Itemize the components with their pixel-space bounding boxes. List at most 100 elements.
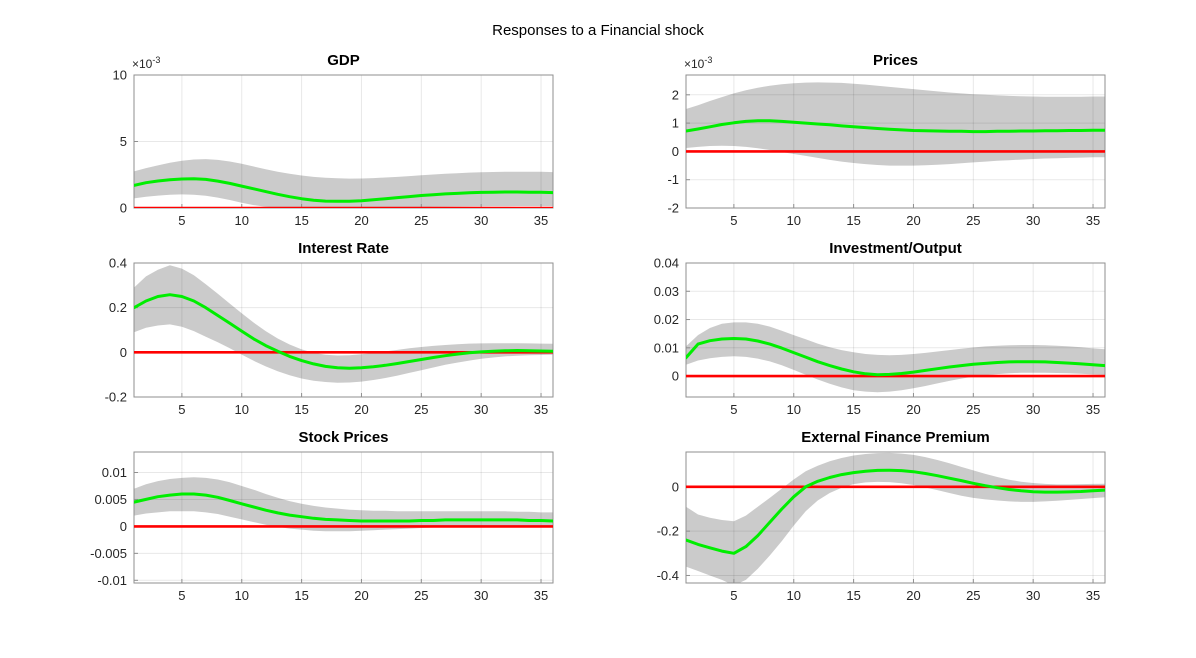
x-tick-label: 15 xyxy=(294,588,308,603)
x-tick-label: 20 xyxy=(906,588,920,603)
x-tick-label: 20 xyxy=(354,213,368,228)
x-tick-label: 35 xyxy=(534,402,548,417)
median-line xyxy=(134,177,553,203)
subplot-prices: 5 10 15 20 25 30 35 -2 -1 0 1 2 ×10-3 Prices xyxy=(667,52,1106,228)
x-tick-label: 25 xyxy=(414,213,428,228)
y-tick-label: 0.01 xyxy=(654,340,679,355)
y-tick-label: -0.01 xyxy=(97,573,127,588)
confidence-band xyxy=(686,322,1105,393)
x-tick-label: 25 xyxy=(966,402,980,417)
x-tick-label: 15 xyxy=(846,402,860,417)
x-tick-labels: 5 10 15 20 25 30 35 xyxy=(730,588,1100,603)
y-tick-label: 10 xyxy=(113,68,127,83)
gridlines xyxy=(134,452,553,583)
x-tick-label: 30 xyxy=(1026,402,1040,417)
figure-title: Responses to a Financial shock xyxy=(492,22,704,39)
y-tick-label: 0 xyxy=(120,201,127,216)
subplot-investment-output: 5 10 15 20 25 30 35 0 0.01 0.02 0.03 0.04 Investment… xyxy=(654,240,1106,417)
median-line xyxy=(134,293,553,370)
x-tick-label: 20 xyxy=(906,213,920,228)
plot-box xyxy=(133,451,554,584)
x-tick-label: 30 xyxy=(474,588,488,603)
axis-scale-label: ×10-3 xyxy=(132,55,160,71)
x-tick-label: 15 xyxy=(846,213,860,228)
gridlines xyxy=(134,75,553,208)
y-tick-label: 2 xyxy=(672,87,679,102)
y-tick-label: 0 xyxy=(672,369,679,384)
x-tick-label: 35 xyxy=(534,588,548,603)
subplot-title: Interest Rate xyxy=(298,240,389,257)
x-tick-label: 25 xyxy=(966,588,980,603)
y-tick-label: 0 xyxy=(120,519,127,534)
x-tick-label: 25 xyxy=(966,213,980,228)
y-tick-label: 0.04 xyxy=(654,256,679,271)
subplot-title: External Finance Premium xyxy=(801,429,989,446)
x-tick-label: 10 xyxy=(787,213,801,228)
y-tick-label: 0 xyxy=(672,144,679,159)
x-tick-labels: 5 10 15 20 25 30 35 xyxy=(178,213,548,228)
x-tick-label: 10 xyxy=(235,588,249,603)
y-tick-label: -0.2 xyxy=(657,524,679,539)
y-tick-label: 1 xyxy=(672,116,679,131)
x-tick-label: 10 xyxy=(235,402,249,417)
x-tick-label: 5 xyxy=(730,213,737,228)
x-tick-label: 35 xyxy=(1086,402,1100,417)
y-tick-label: 0 xyxy=(672,479,679,494)
median-line xyxy=(686,468,1105,555)
subplot-title: Investment/Output xyxy=(829,240,962,257)
x-tick-label: 5 xyxy=(178,588,185,603)
x-tick-label: 15 xyxy=(846,588,860,603)
y-tick-label: -0.4 xyxy=(657,568,679,583)
y-tick-labels: -2 -1 0 1 2 xyxy=(667,87,679,215)
x-tick-label: 30 xyxy=(1026,588,1040,603)
y-tick-label: -1 xyxy=(667,172,679,187)
x-tick-labels: 5 10 15 20 25 30 35 xyxy=(178,402,548,417)
y-tick-label: 0 xyxy=(120,345,127,360)
x-tick-label: 20 xyxy=(354,588,368,603)
x-tick-labels: 5 10 15 20 25 30 35 xyxy=(178,588,548,603)
x-tick-labels: 5 10 15 20 25 30 35 xyxy=(730,213,1100,228)
y-tick-labels: -0.4 -0.2 0 xyxy=(657,479,679,583)
x-tick-label: 10 xyxy=(235,213,249,228)
subplot-title: Stock Prices xyxy=(298,429,388,446)
median-line xyxy=(134,492,553,523)
axis-scale-label: ×10-3 xyxy=(684,55,712,71)
subplot-stock-prices: 5 10 15 20 25 30 35 -0.01 -0.005 0 0.005 0.01 Stock … xyxy=(90,429,554,603)
x-tick-label: 5 xyxy=(178,402,185,417)
y-tick-label: -2 xyxy=(667,201,679,216)
x-tick-label: 5 xyxy=(178,213,185,228)
median-line xyxy=(686,119,1105,134)
plot-box xyxy=(685,451,1106,584)
confidence-band xyxy=(134,159,553,208)
x-tick-label: 15 xyxy=(294,402,308,417)
y-tick-labels: -0.01 -0.005 0 0.005 0.01 xyxy=(90,465,127,588)
y-tick-labels: 0 0.01 0.02 0.03 0.04 xyxy=(654,256,679,384)
subplot-title: Prices xyxy=(873,52,918,69)
x-tick-label: 5 xyxy=(730,402,737,417)
x-tick-label: 5 xyxy=(730,588,737,603)
y-tick-label: -0.2 xyxy=(105,390,127,405)
y-tick-label: -0.005 xyxy=(90,546,127,561)
subplot-title: GDP xyxy=(327,52,360,69)
y-tick-labels: 0 5 10 xyxy=(113,68,127,216)
y-tick-label: 0.03 xyxy=(654,284,679,299)
plot-box xyxy=(685,74,1106,209)
confidence-band xyxy=(686,82,1105,166)
plot-box xyxy=(133,262,554,398)
tick-marks xyxy=(134,471,542,583)
confidence-band xyxy=(134,477,553,532)
x-tick-label: 35 xyxy=(1086,213,1100,228)
x-tick-label: 10 xyxy=(787,588,801,603)
y-tick-labels: -0.2 0 0.2 0.4 xyxy=(105,256,127,405)
y-tick-label: 0.2 xyxy=(109,300,127,315)
y-tick-label: 0.005 xyxy=(94,492,127,507)
tick-marks xyxy=(686,94,1094,209)
y-tick-label: 0.4 xyxy=(109,256,127,271)
x-tick-label: 30 xyxy=(1026,213,1040,228)
median-line xyxy=(686,337,1105,377)
subplot-gdp: 5 10 15 20 25 30 35 0 5 10 ×10-3 GDP xyxy=(113,52,554,228)
x-tick-label: 35 xyxy=(534,213,548,228)
y-tick-label: 0.01 xyxy=(102,465,127,480)
y-tick-label: 5 xyxy=(120,134,127,149)
